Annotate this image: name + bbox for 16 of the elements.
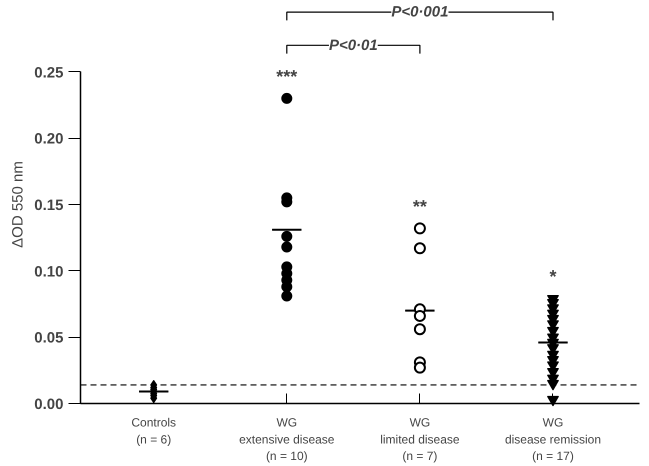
y-tick-label: 0.15 bbox=[34, 197, 64, 214]
y-tick-label: 0.10 bbox=[34, 263, 64, 280]
y-axis-title: ΔOD 550 nm bbox=[9, 161, 26, 248]
y-tick-label: 0.20 bbox=[34, 130, 64, 148]
x-tick-label: WG extensive disease (n = 10) bbox=[239, 416, 335, 464]
y-tick-label: 0.25 bbox=[34, 64, 64, 82]
y-tick-label: 0.05 bbox=[34, 330, 64, 347]
x-tick-label: WG disease remission (n = 17) bbox=[504, 416, 602, 464]
text: P<0·01 bbox=[328, 36, 378, 54]
x-tick-label: WG limited disease (n = 7) bbox=[380, 416, 460, 464]
annotation: ** bbox=[412, 196, 427, 216]
text: P<0·001 bbox=[391, 4, 448, 21]
x-tick-label: Controls (n = 6) bbox=[131, 416, 176, 446]
annotation: * bbox=[549, 266, 556, 287]
y-tick-label: 0.00 bbox=[34, 396, 64, 413]
annotation: *** bbox=[276, 66, 298, 86]
